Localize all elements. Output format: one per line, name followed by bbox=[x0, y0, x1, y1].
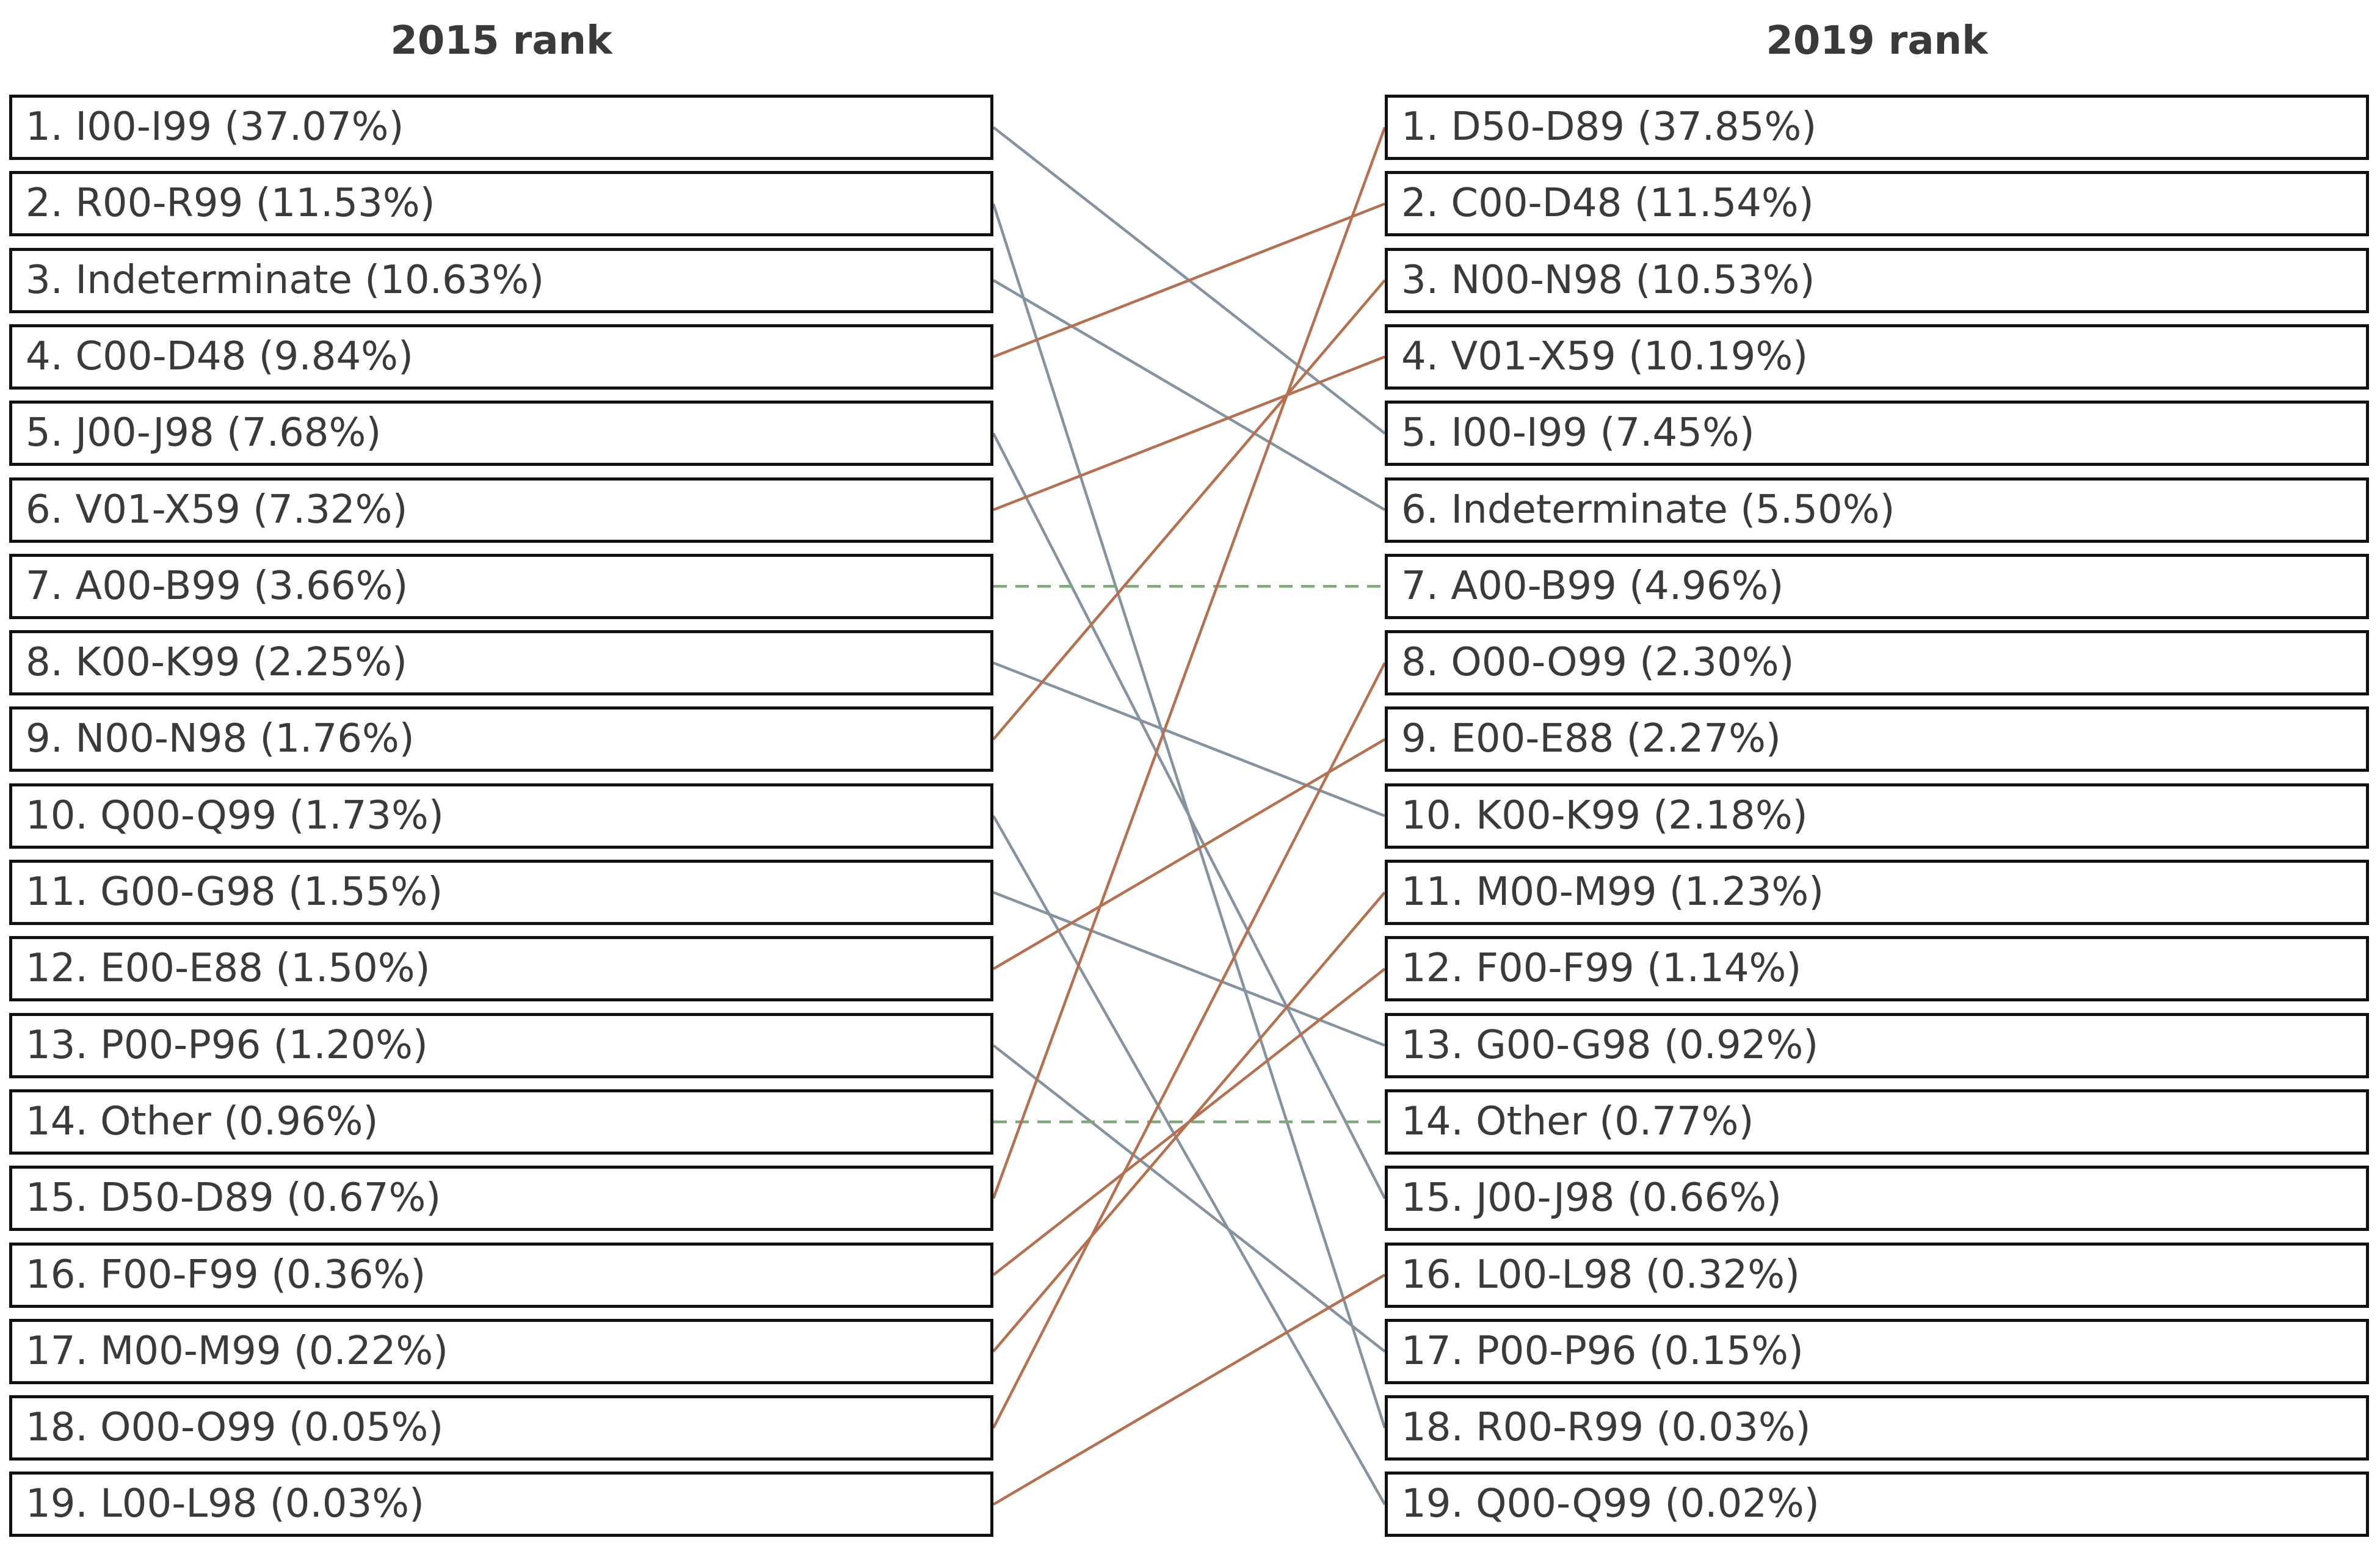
right-rank-item: 4. V01-X59 (10.19%) bbox=[1385, 324, 2369, 390]
left-rank-item: 6. V01-X59 (7.32%) bbox=[9, 477, 993, 543]
left-rank-item: 4. C00-D48 (9.84%) bbox=[9, 324, 993, 390]
link-line-j00-j98 bbox=[992, 432, 1387, 1199]
left-rank-item: 7. A00-B99 (3.66%) bbox=[9, 553, 993, 619]
link-line-indeterminate bbox=[992, 279, 1386, 511]
link-line-g00-g98 bbox=[993, 891, 1385, 1047]
left-rank-item: 13. P00-P96 (1.20%) bbox=[9, 1012, 993, 1078]
left-rank-item: 1. I00-I99 (37.07%) bbox=[9, 95, 993, 160]
left-rank-item: 19. L00-L98 (0.03%) bbox=[9, 1472, 993, 1537]
left-rank-item: 3. Indeterminate (10.63%) bbox=[9, 247, 993, 313]
left-rank-item: 18. O00-O99 (0.05%) bbox=[9, 1395, 993, 1461]
right-rank-item: 13. G00-G98 (0.92%) bbox=[1385, 1012, 2369, 1078]
right-rank-item: 5. I00-I99 (7.45%) bbox=[1385, 401, 2369, 466]
right-rank-item: 2. C00-D48 (11.54%) bbox=[1385, 171, 2369, 237]
left-rank-item: 17. M00-M99 (0.22%) bbox=[9, 1318, 993, 1384]
right-rank-item: 8. O00-O99 (2.30%) bbox=[1385, 630, 2369, 696]
right-rank-item: 19. Q00-Q99 (0.02%) bbox=[1385, 1472, 2369, 1537]
link-line-c00-d48 bbox=[993, 202, 1385, 358]
left-column-title: 2015 rank bbox=[390, 18, 612, 64]
right-rank-item: 16. L00-L98 (0.32%) bbox=[1385, 1242, 2369, 1308]
right-rank-item: 18. R00-R99 (0.03%) bbox=[1385, 1395, 2369, 1461]
right-rank-item: 11. M00-M99 (1.23%) bbox=[1385, 860, 2369, 925]
link-line-d50-d89 bbox=[992, 126, 1387, 1199]
right-rank-item: 9. E00-E88 (2.27%) bbox=[1385, 706, 2369, 772]
left-rank-item: 8. K00-K99 (2.25%) bbox=[9, 630, 993, 696]
link-line-k00-k99 bbox=[993, 661, 1385, 818]
right-rank-item: 1. D50-D89 (37.85%) bbox=[1385, 95, 2369, 160]
right-rank-item: 10. K00-K99 (2.18%) bbox=[1385, 783, 2369, 849]
link-line-q00-q99 bbox=[992, 815, 1386, 1506]
link-line-p00-p96 bbox=[992, 1044, 1386, 1353]
right-column-title: 2019 rank bbox=[1766, 18, 1988, 64]
link-line-m00-m99 bbox=[992, 891, 1386, 1352]
right-rank-item: 17. P00-P96 (0.15%) bbox=[1385, 1318, 2369, 1384]
link-line-n00-n98 bbox=[992, 279, 1386, 741]
left-rank-item: 2. R00-R99 (11.53%) bbox=[9, 171, 993, 237]
right-rank-item: 3. N00-N98 (10.53%) bbox=[1385, 247, 2369, 313]
right-rank-item: 14. Other (0.77%) bbox=[1385, 1089, 2369, 1155]
left-rank-item: 15. D50-D89 (0.67%) bbox=[9, 1166, 993, 1232]
left-rank-item: 11. G00-G98 (1.55%) bbox=[9, 860, 993, 925]
left-rank-item: 14. Other (0.96%) bbox=[9, 1089, 993, 1155]
link-line-v01-x59 bbox=[993, 355, 1385, 512]
left-rank-item: 16. F00-F99 (0.36%) bbox=[9, 1242, 993, 1308]
left-rank-item: 9. N00-N98 (1.76%) bbox=[9, 706, 993, 772]
right-rank-item: 6. Indeterminate (5.50%) bbox=[1385, 477, 2369, 543]
link-line-l00-l98 bbox=[992, 1274, 1386, 1506]
right-rank-item: 12. F00-F99 (1.14%) bbox=[1385, 936, 2369, 1002]
link-line-e00-e88 bbox=[992, 738, 1386, 970]
left-rank-item: 12. E00-E88 (1.50%) bbox=[9, 936, 993, 1002]
left-rank-item: 5. J00-J98 (7.68%) bbox=[9, 401, 993, 466]
left-rank-item: 10. Q00-Q99 (1.73%) bbox=[9, 783, 993, 849]
link-line-o00-o99 bbox=[992, 662, 1387, 1429]
right-rank-item: 15. J00-J98 (0.66%) bbox=[1385, 1166, 2369, 1232]
right-rank-item: 7. A00-B99 (4.96%) bbox=[1385, 553, 2369, 619]
